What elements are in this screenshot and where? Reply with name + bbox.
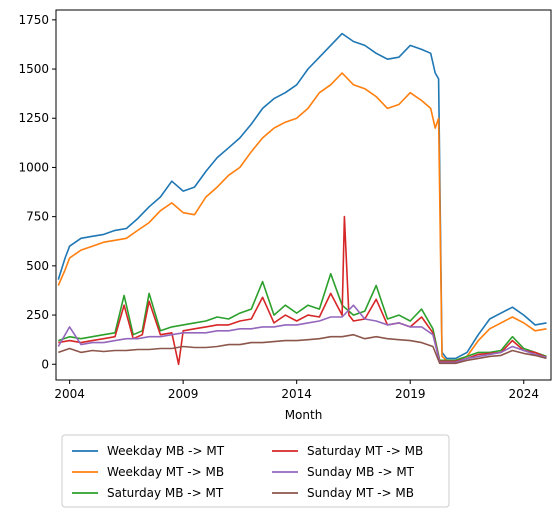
legend-label-1: Weekday MT -> MB (107, 465, 224, 479)
legend-box (61, 434, 450, 508)
x-tick-label-4: 2024 (508, 387, 539, 401)
legend-label-2: Saturday MB -> MT (107, 486, 224, 500)
legend-label-0: Weekday MB -> MT (107, 444, 225, 458)
legend-label-3: Saturday MT -> MB (307, 444, 423, 458)
series-line-2 (58, 272, 547, 362)
y-tick-label-6: 1500 (18, 62, 49, 76)
series-line-0 (57, 32, 547, 360)
y-tick-label-4: 1000 (18, 160, 49, 174)
legend: Weekday MB -> MT Weekday MT -> MB Saturday… (61, 434, 450, 508)
y-tick-label-3: 750 (26, 210, 49, 224)
series-line-3 (58, 215, 547, 366)
y-tick-label-2: 500 (26, 259, 49, 273)
x-tick-label-1: 2009 (168, 387, 199, 401)
y-tick-label-7: 1750 (18, 13, 49, 27)
series-lines (57, 32, 547, 366)
x-axis: 2004 2009 2014 2019 2024 (54, 380, 539, 401)
y-tick-label-5: 1250 (18, 111, 49, 125)
legend-label-5: Sunday MT -> MB (307, 486, 414, 500)
legend-label-4: Sunday MB -> MT (307, 465, 415, 479)
series-line-4 (57, 304, 547, 364)
x-tick-label-0: 2004 (54, 387, 85, 401)
y-axis: 0 250 500 750 1000 1250 1500 1750 (18, 13, 56, 371)
y-tick-label-1: 250 (26, 308, 49, 322)
series-line-5 (58, 333, 547, 365)
plot-frame (55, 9, 552, 381)
y-tick-label-0: 0 (41, 357, 49, 371)
plot-area (55, 9, 552, 381)
x-tick-label-2: 2014 (281, 387, 312, 401)
x-tick-label-3: 2019 (395, 387, 426, 401)
x-axis-label: Month (285, 408, 323, 422)
